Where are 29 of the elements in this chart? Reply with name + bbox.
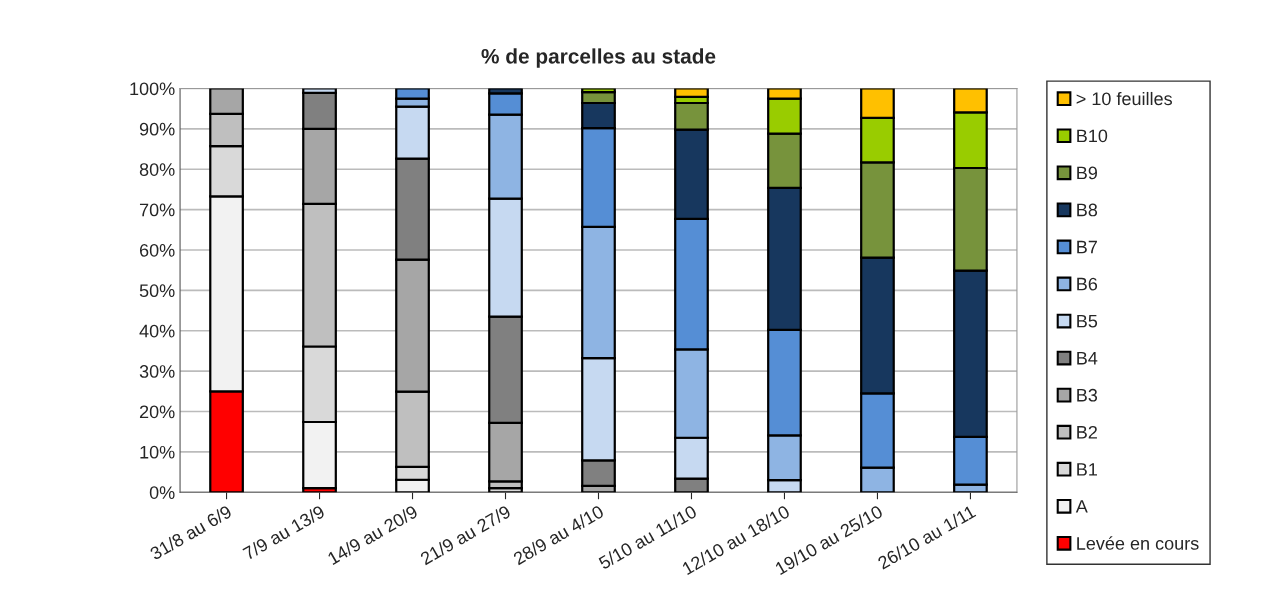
legend-label: B7	[1077, 240, 1097, 254]
legend-label: Levée en cours	[1077, 536, 1199, 550]
y-tick-label: 100%	[130, 82, 175, 96]
x-tick-label: 21/9 au 27/9	[419, 504, 512, 566]
legend-label: B4	[1077, 351, 1098, 365]
y-tick-label: 20%	[139, 405, 175, 419]
legend-label: A	[1075, 500, 1088, 513]
legend-label: B8	[1077, 203, 1098, 217]
legend-label: B5	[1077, 314, 1098, 328]
legend-label: B6	[1077, 277, 1098, 291]
y-tick-label: 30%	[139, 365, 175, 378]
y-tick-label: 80%	[139, 163, 175, 176]
chart-title: % de parcelles au stade	[481, 48, 716, 68]
legend-label: > 10 feuilles	[1076, 91, 1172, 106]
legend-label: B10	[1077, 129, 1108, 143]
y-tick-label: 60%	[139, 243, 175, 257]
y-tick-label: 90%	[139, 122, 175, 136]
x-tick-label: 14/9 au 20/9	[326, 504, 419, 566]
x-tick-label: 7/9 au 13/9	[242, 504, 326, 561]
y-tick-label: 10%	[140, 445, 175, 459]
x-tick-label: 31/8 au 6/9	[148, 504, 233, 561]
y-tick-label: 40%	[139, 324, 175, 338]
legend-label: B2	[1077, 425, 1097, 439]
y-tick-label: 50%	[139, 284, 175, 298]
y-tick-label: 0%	[149, 486, 175, 499]
legend-label: B9	[1077, 166, 1097, 180]
legend-label: B3	[1077, 388, 1098, 402]
legend-label: B1	[1077, 463, 1097, 476]
y-tick-label: 70%	[139, 203, 175, 217]
